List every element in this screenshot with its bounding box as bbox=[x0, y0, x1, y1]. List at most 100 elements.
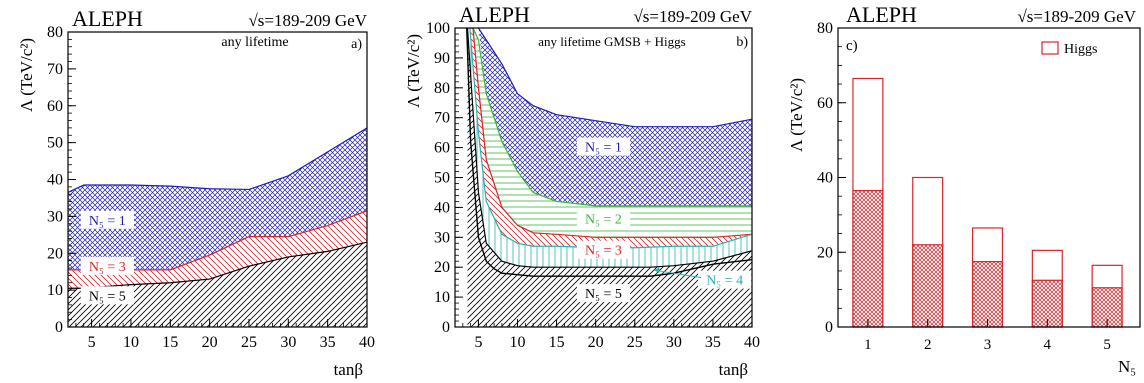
y-tick-label: 60 bbox=[817, 95, 833, 112]
x-tick-label: 3 bbox=[984, 337, 992, 353]
label-n5-5: N₅ = 5 bbox=[89, 289, 126, 304]
energy-label: √s=189-209 GeV bbox=[633, 7, 752, 26]
label-n5-5-bg bbox=[576, 284, 631, 303]
label-n5-5: N₅ = 5 bbox=[585, 287, 622, 302]
bar-solid bbox=[912, 244, 944, 328]
label-n5-2: N₅ = 2 bbox=[585, 212, 622, 227]
label-n5-1: N₅ = 1 bbox=[89, 214, 126, 229]
y-axis-label: Λ (TeV/c²) bbox=[17, 38, 36, 112]
energy-label: √s=189-209 GeV bbox=[248, 11, 367, 30]
n5-4-pointer bbox=[654, 269, 702, 279]
boundary-line bbox=[469, 28, 752, 238]
band-n55 bbox=[68, 242, 367, 327]
annotation: any lifetime GMSB + Higgs bbox=[538, 34, 685, 49]
x-tick-label: 35 bbox=[320, 334, 336, 351]
experiment-label: ALEPH bbox=[846, 2, 917, 27]
label-n5-1-bg bbox=[80, 210, 134, 229]
experiment-label: ALEPH bbox=[459, 2, 530, 27]
y-tick-label: 90 bbox=[434, 50, 450, 67]
y-tick-label: 40 bbox=[434, 199, 450, 216]
y-tick-label: 30 bbox=[434, 229, 450, 246]
plot-area-a bbox=[68, 127, 367, 327]
panel-c: 1 2 3 4 5 0 20 40 60 80 ALEPH √s=189-209 GeV Λ (TeV/… bbox=[787, 2, 1141, 376]
annotation: any lifetime bbox=[221, 35, 288, 50]
y-tick-label: 40 bbox=[47, 172, 63, 189]
plot-area-b bbox=[466, 28, 752, 327]
band-n51 bbox=[68, 127, 367, 270]
x-tick-label: 20 bbox=[588, 334, 604, 351]
band-n52 bbox=[472, 28, 752, 238]
x-axis-label: tanβ bbox=[334, 360, 363, 379]
panel-label: a) bbox=[351, 37, 362, 52]
x-tick-label: 5 bbox=[1103, 337, 1111, 353]
x-tick-label: 4 bbox=[1044, 337, 1052, 353]
y-tick-label: 20 bbox=[434, 259, 450, 276]
energy-label: √s=189-209 GeV bbox=[1017, 7, 1136, 26]
label-n5-3: N₅ = 3 bbox=[89, 260, 126, 275]
y-tick-label: 80 bbox=[47, 24, 63, 41]
panel-label: b) bbox=[736, 35, 748, 50]
panel-a: 0 10 20 30 40 50 60 70 80 5 10 15 20 25 30 35 40 ALEPH √s=… bbox=[17, 6, 375, 379]
legend-swatch bbox=[1041, 41, 1059, 55]
x-tick-label: 2 bbox=[924, 337, 932, 353]
y-tick-label: 80 bbox=[817, 20, 833, 37]
y-tick-label: 10 bbox=[47, 282, 63, 299]
y-tick-label: 80 bbox=[434, 80, 450, 97]
bar-solid bbox=[852, 189, 884, 328]
x-tick-label: 15 bbox=[162, 334, 178, 351]
boundary-line bbox=[477, 28, 752, 128]
label-n5-1-bg bbox=[576, 137, 631, 156]
band-n53 bbox=[68, 210, 367, 289]
y-tick-label: 40 bbox=[817, 170, 833, 187]
panel-label: c) bbox=[846, 38, 858, 54]
x-axis-label: N₅ bbox=[1118, 357, 1136, 376]
x-tick-label: 15 bbox=[549, 334, 565, 351]
boundary-line bbox=[466, 28, 752, 268]
label-n5-3-bg bbox=[576, 240, 631, 259]
y-tick-label: 60 bbox=[47, 98, 63, 115]
label-n5-3: N₅ = 3 bbox=[585, 244, 622, 259]
y-tick-label: 50 bbox=[47, 135, 63, 152]
band-n51 bbox=[478, 28, 752, 206]
y-tick-label: 100 bbox=[426, 20, 450, 37]
boundary-line bbox=[472, 28, 752, 207]
x-tick-label: 1 bbox=[864, 337, 872, 353]
x-axis-label: tanβ bbox=[719, 360, 748, 379]
y-tick-label: 60 bbox=[434, 140, 450, 157]
x-tick-label: 30 bbox=[666, 334, 682, 351]
x-tick-label: 35 bbox=[705, 334, 721, 351]
x-tick-label: 40 bbox=[744, 334, 760, 351]
y-tick-label: 20 bbox=[47, 245, 63, 262]
y-tick-label: 0 bbox=[442, 319, 450, 336]
y-tick-label: 20 bbox=[817, 244, 833, 261]
label-n5-1: N₅ = 1 bbox=[585, 141, 622, 156]
experiment-label: ALEPH bbox=[72, 6, 143, 31]
x-tick-label: 5 bbox=[88, 334, 96, 351]
x-tick-label: 5 bbox=[474, 334, 482, 351]
legend-label: Higgs bbox=[1064, 42, 1097, 57]
panel-b: 0 10 20 30 40 50 60 70 80 90 100 5 10 15 20 25 30 35 40 ALE… bbox=[404, 2, 760, 379]
y-tick-label: 30 bbox=[47, 208, 63, 225]
y-tick-label: 50 bbox=[434, 170, 450, 187]
black-boundary-line bbox=[466, 28, 752, 277]
x-tick-label: 10 bbox=[123, 334, 139, 351]
bar-solid bbox=[971, 260, 1004, 328]
x-tick-label: 30 bbox=[280, 334, 296, 351]
label-n5-5-bg bbox=[80, 286, 134, 305]
y-tick-label: 10 bbox=[434, 289, 450, 306]
x-tick-label: 25 bbox=[241, 334, 257, 351]
label-n5-3-bg bbox=[80, 256, 134, 275]
y-tick-label: 70 bbox=[434, 110, 450, 127]
x-tick-label: 40 bbox=[359, 334, 375, 351]
n5-4-arrowhead bbox=[654, 267, 660, 274]
x-tick-label: 25 bbox=[627, 334, 643, 351]
y-axis-label: Λ (TeV/c²) bbox=[787, 78, 806, 152]
y-tick-label: 0 bbox=[825, 319, 833, 336]
label-n5-4: N₅ = 4 bbox=[706, 274, 743, 289]
y-tick-label: 0 bbox=[55, 319, 63, 336]
boundary-line bbox=[68, 127, 367, 193]
label-n5-4-bg bbox=[698, 270, 752, 289]
y-axis-label: Λ (TeV/c²) bbox=[404, 34, 423, 108]
